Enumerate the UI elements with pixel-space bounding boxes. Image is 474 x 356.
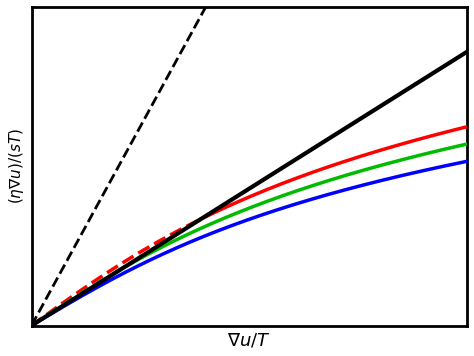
X-axis label: $\nabla u/T$: $\nabla u/T$: [228, 331, 271, 349]
Y-axis label: $(\eta\nabla u)/(sT)$: $(\eta\nabla u)/(sT)$: [7, 128, 26, 204]
